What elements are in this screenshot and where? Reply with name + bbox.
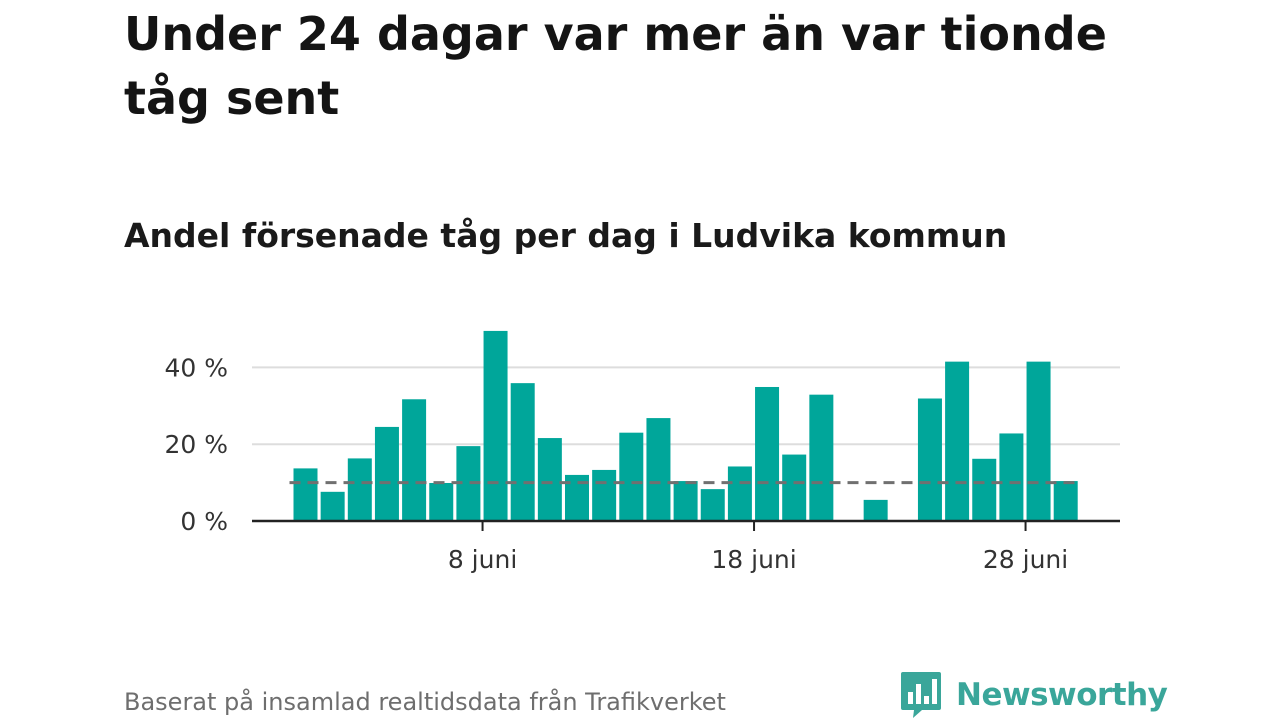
x-axis: 8 juni 18 juni 28 juni — [252, 519, 1120, 574]
bar — [972, 458, 997, 521]
chart-title: Under 24 dagar var mer än var tionde tåg… — [124, 7, 1107, 125]
bar — [293, 468, 318, 521]
bar — [782, 454, 807, 521]
x-tick-label: 18 juni — [711, 545, 796, 574]
bar — [592, 469, 617, 521]
bar-chart-speech-bubble-icon — [901, 672, 941, 718]
x-tick-label: 8 juni — [448, 545, 517, 574]
bar — [320, 491, 345, 521]
bar — [510, 383, 535, 521]
bar — [863, 499, 888, 521]
bar — [402, 399, 427, 521]
bar — [809, 394, 834, 521]
bar — [1026, 361, 1051, 521]
bar — [673, 481, 698, 521]
y-tick-label: 0 % — [180, 507, 228, 536]
bar — [999, 433, 1024, 521]
newsworthy-logo: Newsworthy — [900, 670, 1168, 720]
bar — [945, 361, 970, 521]
bar — [727, 466, 752, 521]
chart-subtitle: Andel försenade tåg per dag i Ludvika ko… — [124, 216, 1008, 255]
y-tick-label: 40 % — [164, 353, 228, 382]
bar — [917, 398, 942, 521]
bar — [347, 458, 372, 521]
bar — [1053, 481, 1078, 521]
bar — [700, 489, 725, 521]
bars — [293, 330, 1078, 521]
bar-chart: 0 % 20 % 40 % 8 juni 18 juni 28 juni — [164, 330, 1120, 574]
source-note: Baserat på insamlad realtidsdata från Tr… — [124, 688, 726, 716]
bar — [755, 386, 780, 521]
bar — [374, 426, 399, 521]
bar — [646, 418, 671, 521]
y-axis-ticks: 0 % 20 % 40 % — [164, 353, 228, 536]
bar — [429, 482, 454, 521]
logo-text: Newsworthy — [956, 677, 1168, 713]
x-tick-label: 28 juni — [983, 545, 1068, 574]
y-tick-label: 20 % — [164, 430, 228, 459]
bar — [619, 432, 644, 521]
bar — [483, 330, 508, 521]
bar — [537, 438, 562, 521]
